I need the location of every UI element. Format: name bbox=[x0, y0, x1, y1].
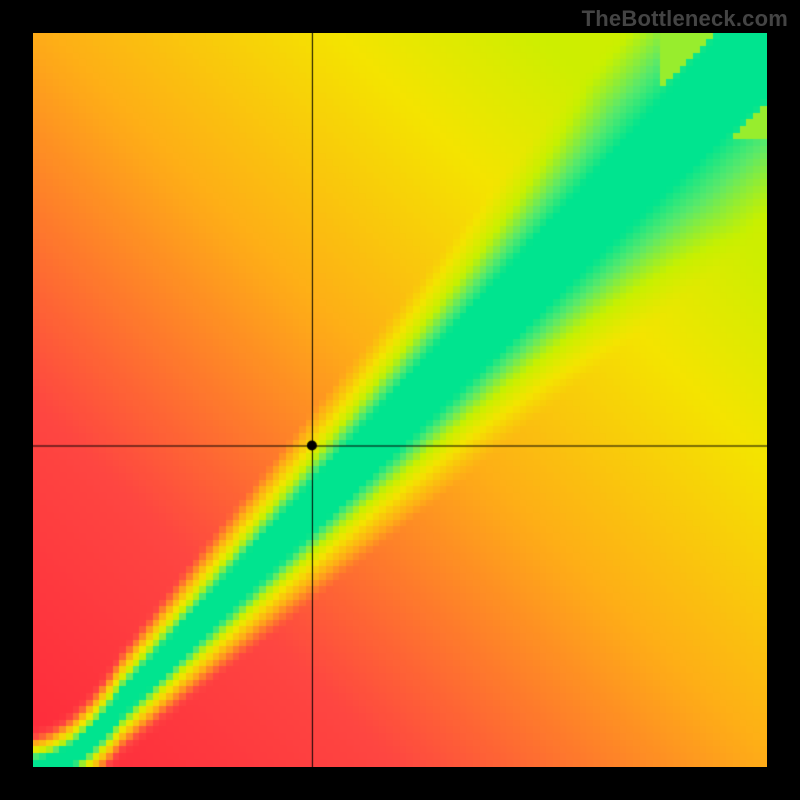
plot-frame bbox=[33, 33, 767, 767]
heatmap-canvas bbox=[33, 33, 767, 767]
chart-container: TheBottleneck.com bbox=[0, 0, 800, 800]
watermark-text: TheBottleneck.com bbox=[582, 6, 788, 32]
